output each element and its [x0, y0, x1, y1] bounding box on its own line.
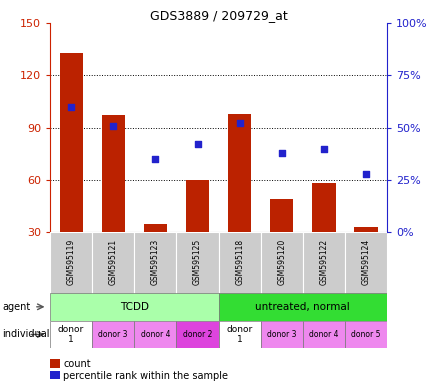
Bar — [218, 232, 260, 294]
Text: donor 4: donor 4 — [140, 330, 170, 339]
Bar — [312, 184, 335, 232]
Text: donor 2: donor 2 — [182, 330, 212, 339]
Text: GSM595121: GSM595121 — [108, 238, 118, 285]
Bar — [92, 321, 134, 348]
Text: untreated, normal: untreated, normal — [255, 302, 349, 312]
Bar — [344, 321, 386, 348]
Bar — [260, 321, 302, 348]
Bar — [50, 321, 92, 348]
Point — [109, 122, 116, 129]
Text: GSM595119: GSM595119 — [66, 238, 76, 285]
Bar — [270, 199, 293, 232]
Bar — [50, 359, 59, 368]
Text: individual: individual — [2, 329, 49, 339]
Bar — [144, 223, 167, 232]
Text: donor 3: donor 3 — [266, 330, 296, 339]
Bar — [134, 232, 176, 294]
Bar — [59, 53, 82, 232]
Point — [362, 170, 369, 177]
Bar — [354, 227, 377, 232]
Point — [320, 146, 327, 152]
Bar — [218, 293, 386, 321]
Text: donor 4: donor 4 — [309, 330, 338, 339]
Bar — [176, 321, 218, 348]
Point — [151, 156, 158, 162]
Bar — [260, 232, 302, 294]
Bar — [92, 232, 134, 294]
Bar — [50, 232, 92, 294]
Bar — [227, 114, 251, 232]
Bar — [102, 116, 125, 232]
Text: donor 3: donor 3 — [98, 330, 128, 339]
Bar — [50, 371, 59, 379]
Text: TCDD: TCDD — [119, 302, 148, 312]
Bar — [218, 321, 260, 348]
Bar — [344, 232, 386, 294]
Point — [194, 141, 201, 147]
Text: donor
1: donor 1 — [58, 325, 84, 344]
Text: GSM595125: GSM595125 — [193, 238, 201, 285]
Point — [236, 121, 243, 127]
Bar — [302, 321, 344, 348]
Text: GSM595124: GSM595124 — [361, 238, 370, 285]
Title: GDS3889 / 209729_at: GDS3889 / 209729_at — [149, 9, 287, 22]
Bar — [50, 293, 218, 321]
Point — [67, 104, 74, 110]
Bar — [302, 232, 344, 294]
Text: count: count — [63, 359, 91, 369]
Text: GSM595118: GSM595118 — [235, 238, 243, 285]
Bar — [176, 232, 218, 294]
Text: agent: agent — [2, 302, 30, 312]
Text: GSM595123: GSM595123 — [151, 238, 160, 285]
Bar — [185, 180, 209, 232]
Bar — [134, 321, 176, 348]
Point — [278, 150, 285, 156]
Text: percentile rank within the sample: percentile rank within the sample — [63, 371, 227, 381]
Text: donor 5: donor 5 — [351, 330, 380, 339]
Text: GSM595120: GSM595120 — [276, 238, 286, 285]
Text: GSM595122: GSM595122 — [319, 238, 328, 285]
Text: donor
1: donor 1 — [226, 325, 252, 344]
